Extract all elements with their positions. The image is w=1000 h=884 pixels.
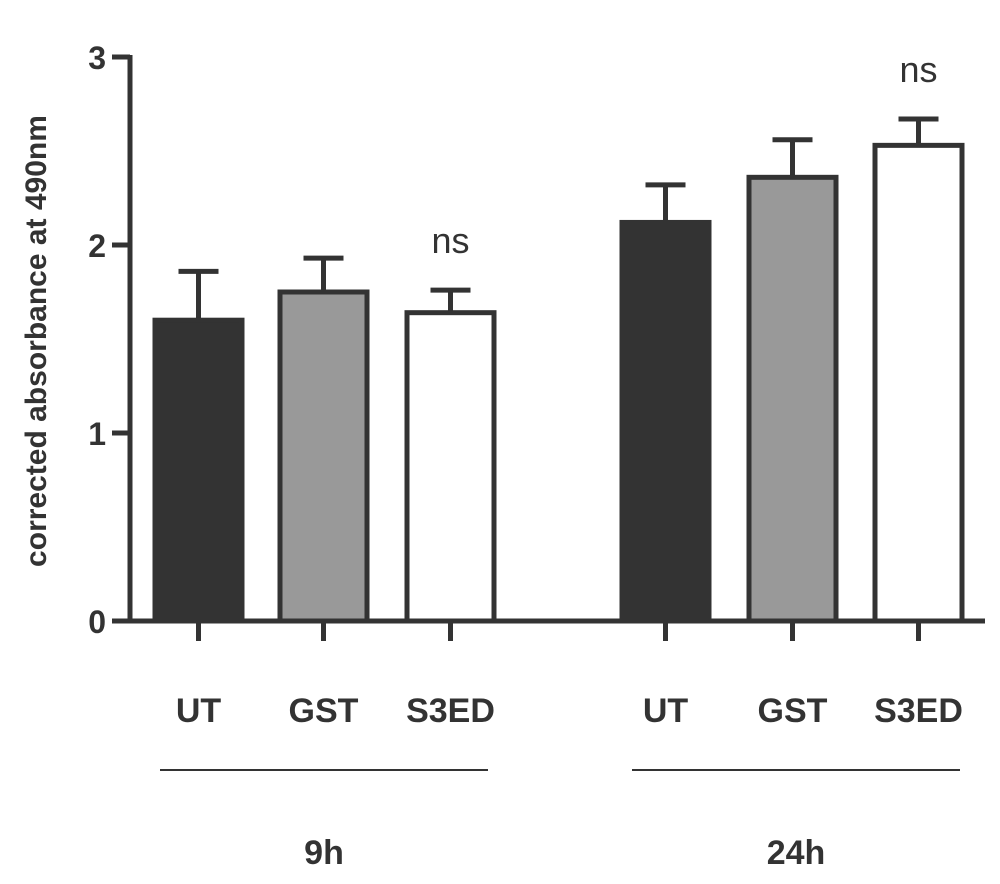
bar-24h-UT bbox=[619, 219, 712, 624]
y-axis-label-group: corrected absorbance at 490nm bbox=[20, 115, 53, 567]
bar-9h-UT bbox=[152, 317, 245, 624]
category-label-9h-UT: UT bbox=[176, 692, 222, 730]
group-label-9h: 9h bbox=[304, 834, 344, 872]
y-axis-label: corrected absorbance at 490nm bbox=[20, 115, 53, 567]
y-tick-label-1: 1 bbox=[88, 416, 106, 452]
y-tick-label-3: 3 bbox=[88, 40, 106, 76]
bars bbox=[152, 116, 965, 624]
bar-24h-S3ED bbox=[872, 142, 965, 624]
category-label-9h-S3ED: S3ED bbox=[406, 692, 495, 730]
bar-9h-S3ED bbox=[404, 310, 497, 624]
category-label-24h-GST: GST bbox=[758, 692, 828, 730]
bar-24h-GST bbox=[746, 174, 839, 624]
annotation-24h-S3ED: ns bbox=[899, 49, 937, 90]
axes: 0 1 2 3 bbox=[88, 40, 985, 641]
labels: UT GST S3ED ns 9h UT GST S3ED ns 24h bbox=[160, 49, 963, 872]
bar-9h-GST bbox=[277, 289, 370, 624]
group-label-24h: 24h bbox=[767, 834, 826, 872]
category-label-9h-GST: GST bbox=[289, 692, 359, 730]
y-tick-label-2: 2 bbox=[88, 228, 106, 264]
category-label-24h-UT: UT bbox=[643, 692, 689, 730]
annotation-9h-S3ED: ns bbox=[431, 220, 469, 261]
category-label-24h-S3ED: S3ED bbox=[874, 692, 963, 730]
y-tick-label-0: 0 bbox=[88, 604, 106, 640]
